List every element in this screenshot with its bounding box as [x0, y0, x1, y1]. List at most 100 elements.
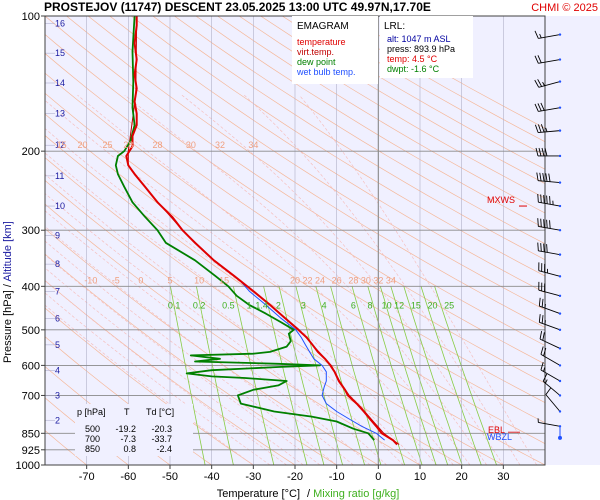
lrl-box: LRL: alt: 1047 m ASL press: 893.9 hPa te… [380, 16, 473, 78]
dry-adiabat [217, 16, 545, 214]
barb-flag [542, 332, 545, 341]
dry-adiabat [174, 16, 545, 245]
barb-staff [538, 250, 561, 256]
pressure-tick-label: 600 [22, 360, 40, 372]
dry-adiabat-label: 10 [194, 275, 204, 285]
barb-staff [545, 394, 561, 412]
moist-adiabat-label: 34 [386, 275, 396, 285]
altitude-tick-label: 6 [55, 314, 60, 324]
pressure-tick-label: 300 [22, 225, 40, 237]
dry-adiabat-label: 5 [167, 275, 172, 285]
barb-flag [534, 103, 539, 112]
dry-adiabat-label: -10 [84, 275, 97, 285]
level-table: p [hPa] T Td [°C] 500 -19.2 -20.3 700 -7… [75, 404, 193, 456]
wind-barb [538, 314, 562, 332]
barb-base [558, 253, 562, 256]
wind-barb [537, 218, 562, 232]
wind-barb [542, 373, 562, 397]
lrl-dwpt: dwpt: -1.6 °C [387, 64, 440, 74]
barb-flag [546, 195, 548, 204]
barb-staff [538, 289, 561, 297]
mixing-ratio-label: 6 [351, 300, 356, 310]
ebl-label: EBL [488, 425, 505, 435]
mixing-ratio-label: 0.1 [168, 300, 181, 310]
barb-base [558, 154, 562, 158]
barb-staff [538, 59, 561, 64]
moist-adiabat [45, 193, 387, 465]
altitude-tick-label: 5 [55, 340, 60, 350]
moist-adiabat [181, 94, 504, 465]
moist-adiabat-label: 28 [348, 275, 358, 285]
x-tick-label: 30 [497, 471, 509, 483]
mixing-ratio-label: 0.5 [222, 300, 235, 310]
barb-staff [540, 369, 561, 382]
dry-adiabat [130, 16, 545, 277]
altitude-tick-label: 7 [55, 287, 60, 297]
barb-base [558, 312, 562, 315]
barb-flag [534, 55, 539, 64]
legend-title: EMAGRAM [297, 21, 349, 32]
barb-half-flag [545, 127, 548, 132]
series-wet-bulb [240, 281, 385, 441]
altitude-tick-label: 11 [55, 171, 64, 181]
barb-staff [539, 305, 561, 315]
barb-flag [537, 193, 539, 203]
wind-barb [536, 172, 562, 184]
wind-barb [537, 242, 562, 256]
moist-adiabat-label: 24 [315, 275, 325, 285]
barb-half-flag [543, 367, 546, 372]
table-cell: -19.2 [115, 424, 136, 434]
moist-adiabat [45, 292, 271, 465]
table-cell: -7.3 [120, 434, 136, 444]
barb-half-flag [539, 33, 542, 39]
pressure-tick-label: 700 [22, 390, 40, 402]
moist-adiabat [45, 267, 304, 465]
barb-base [558, 229, 562, 232]
dry-adiabat [45, 16, 545, 346]
dry-adiabat-label: 28 [123, 140, 133, 150]
barb-flag [548, 173, 551, 182]
pressure-tick-label: 1000 [16, 460, 40, 472]
axes: -70 -60 -50 -40 -30 -20 -10 0 10 20 30100200300400… [16, 11, 510, 483]
altitude-tick-label: 14 [55, 78, 65, 88]
barb-flag [538, 314, 541, 323]
barb-flag [549, 220, 551, 229]
legend-item-dew-point: dew point [297, 57, 336, 67]
pressure-tick-label: 100 [22, 11, 40, 23]
altitude-tick-label: 4 [55, 366, 60, 376]
barb-staff [538, 107, 561, 112]
barb-flag [538, 297, 541, 307]
dry-adiabat [45, 53, 545, 384]
x-tick-label: -20 [287, 471, 303, 483]
barb-base [558, 33, 562, 36]
barb-base [558, 379, 562, 383]
y-axis-title: Pressure [hPa] / Altitude [km] [2, 221, 14, 363]
dry-adiabat [66, 16, 545, 328]
barb-flag [534, 124, 539, 133]
wind-barb [535, 147, 562, 158]
x-tick-label: -70 [79, 471, 95, 483]
barb-flag [544, 147, 548, 157]
lrl-box-bg [380, 16, 473, 78]
wind-barb [534, 55, 562, 64]
barb-staff [538, 130, 561, 133]
x-tick-label: 20 [456, 471, 468, 483]
legend: EMAGRAM temperature virt.temp. dew point… [292, 16, 378, 84]
y-axis-title-p: Pressure [hPa] [2, 290, 14, 363]
altitude-tick-label: 9 [55, 230, 60, 240]
barb-flag [540, 124, 545, 133]
mixing-ratio-label: 1.4 [255, 300, 268, 310]
lrl-title: LRL: [384, 21, 405, 32]
barb-staff [538, 270, 561, 277]
dry-adiabat-label: 32 [215, 140, 225, 150]
barb-flag [540, 218, 542, 227]
altitude-tick-label: 15 [55, 48, 65, 58]
mixing-ratio-label: 20 [427, 300, 437, 310]
barb-flag [543, 347, 547, 357]
barb-base [558, 181, 562, 184]
barb-flag [541, 315, 544, 324]
barb-base [558, 364, 562, 367]
barb-staff [538, 201, 561, 207]
wind-barb [545, 387, 562, 413]
barb-staff [539, 338, 561, 349]
